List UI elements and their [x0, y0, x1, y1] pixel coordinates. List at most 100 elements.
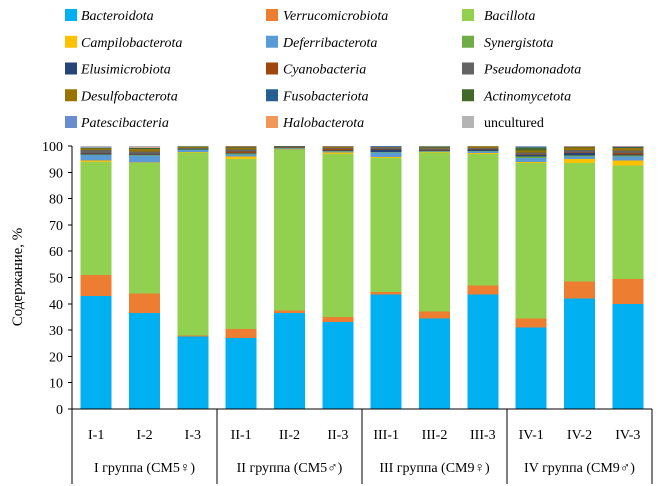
legend-item: Campilobacterota [65, 35, 182, 51]
bar-stack [177, 146, 209, 409]
legend-label: Deferribacterota [282, 36, 377, 51]
y-axis-label: Содержание, % [10, 228, 26, 327]
bar-segment [419, 311, 450, 319]
bar-segment [80, 146, 112, 148]
y-tick-label: 20 [49, 350, 63, 365]
bar-segment [129, 313, 160, 409]
bar-segment [370, 157, 402, 292]
legend-item: Pseudomonadota [462, 62, 581, 78]
legend-item: Bacillota [462, 9, 535, 24]
bar-segment [370, 157, 402, 158]
x-tick-label: II-2 [279, 428, 300, 443]
bar-segment [612, 147, 644, 151]
bar-segment [80, 274, 112, 296]
bar-segment [564, 146, 595, 148]
bar-segment [129, 148, 160, 152]
x-tick-label: I-1 [88, 428, 104, 443]
bar-segment [419, 318, 450, 409]
bar-segment [564, 156, 595, 160]
bar-segment [322, 152, 354, 154]
bar-segment [80, 149, 112, 154]
legend-label: uncultured [484, 116, 544, 131]
bar-segment [80, 155, 112, 161]
x-tick-label: IV-2 [567, 428, 592, 443]
legend-label: Bacteroidota [81, 9, 154, 24]
bar-segment [467, 285, 499, 295]
legend-swatch [462, 35, 474, 48]
bar-segment [612, 146, 644, 148]
bar-segment [515, 156, 547, 158]
bar-segment [80, 153, 112, 155]
legend-swatch [266, 116, 278, 128]
bar-segment [274, 149, 305, 311]
bar-segment [612, 278, 644, 304]
legend-item: Halobacterota [266, 116, 364, 131]
bar-segment [564, 150, 595, 153]
x-tick-label: I-3 [185, 428, 201, 443]
bar-segment [177, 147, 209, 149]
bar-segment [515, 157, 547, 162]
legend-item: Patescibacteria [65, 116, 169, 131]
bar-stack [467, 146, 499, 409]
bar-stack [515, 146, 547, 409]
bar-segment [177, 147, 209, 148]
bar-segment [612, 303, 644, 409]
bar-stack [419, 146, 450, 409]
bar-segment [419, 148, 450, 150]
legend: Bacteroidota Verrucomicrobiota Bacillota Ca… [65, 9, 581, 131]
legend-swatch [266, 9, 278, 21]
legend-swatch [65, 35, 77, 48]
legend-swatch [462, 9, 474, 21]
bar-segment [612, 154, 644, 156]
bar-segment [322, 149, 354, 151]
bar-segment [564, 298, 595, 409]
bar-segment [129, 154, 160, 156]
bars [80, 146, 644, 409]
bar-segment [322, 148, 354, 150]
bar-segment [419, 147, 450, 149]
legend-label: Halobacterota [282, 116, 364, 131]
bar-segment [612, 146, 644, 147]
x-tick-label: I-2 [136, 428, 152, 443]
bar-segment [225, 154, 257, 157]
legend-label: Pseudomonadota [483, 63, 581, 78]
legend-label: Campilobacterota [81, 36, 182, 51]
bar-segment [370, 294, 402, 409]
bar-segment [129, 151, 160, 155]
bar-segment [225, 153, 257, 155]
bar-segment [177, 152, 209, 336]
legend-label: Patescibacteria [80, 116, 169, 131]
bar-segment [564, 152, 595, 154]
bar-segment [467, 294, 499, 409]
bar-segment [612, 165, 644, 279]
x-tick-label: IV-3 [615, 428, 640, 443]
legend-item: Elusimicrobiota [65, 62, 171, 78]
y-tick-label: 50 [49, 272, 63, 287]
bar-segment [370, 152, 402, 158]
bar-stack [80, 146, 112, 409]
legend-label: Desulfobacterota [80, 89, 178, 104]
legend-item: Fusobacteriota [266, 89, 369, 104]
bar-segment [467, 151, 499, 154]
bar-segment [515, 327, 547, 409]
bar-stack [274, 146, 305, 409]
legend-item: Cyanobacteria [266, 62, 366, 78]
bar-segment [419, 152, 450, 312]
bar-segment [80, 295, 112, 409]
bar-stack [129, 146, 160, 409]
bar-segment [225, 152, 257, 154]
legend-swatch [266, 35, 278, 48]
bar-segment [564, 146, 595, 147]
legend-swatch [266, 89, 278, 102]
bar-segment [322, 316, 354, 323]
bar-stack [612, 146, 644, 409]
bar-segment [419, 149, 450, 151]
legend-label: Verrucomicrobiota [283, 9, 388, 24]
bar-segment [129, 154, 160, 155]
bar-segment [612, 155, 644, 157]
legend-swatch [65, 116, 77, 128]
y-tick-label: 70 [49, 219, 63, 234]
y-tick-label: 40 [49, 298, 63, 313]
x-tick-label: III-1 [373, 428, 399, 443]
legend-item: Deferribacterota [266, 35, 377, 51]
